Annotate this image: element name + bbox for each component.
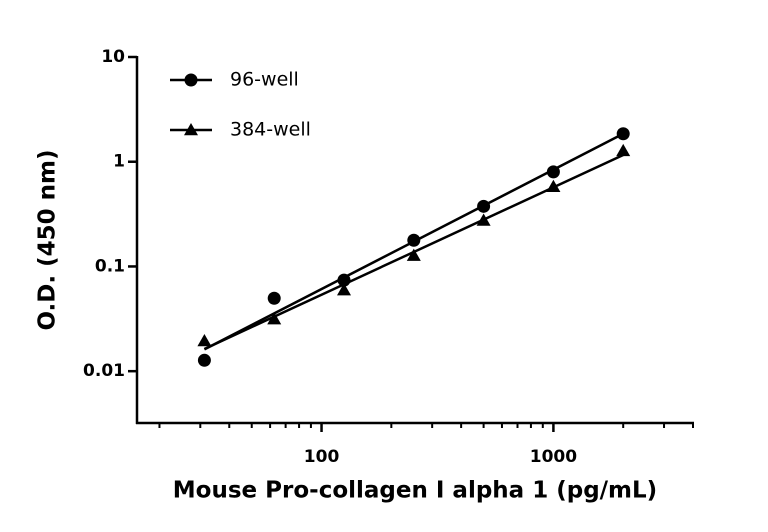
marker bbox=[407, 233, 421, 247]
marker bbox=[477, 199, 491, 213]
marker bbox=[406, 248, 421, 261]
marker bbox=[616, 143, 631, 157]
marker bbox=[546, 179, 561, 192]
y-axis-title: O.D. (450 nm) bbox=[35, 149, 61, 330]
marker bbox=[267, 312, 282, 325]
x-tick-label: 100 bbox=[304, 447, 340, 467]
y-tick-label: 0.1 bbox=[95, 256, 125, 276]
marker bbox=[197, 334, 212, 347]
x-tick-label: 1000 bbox=[530, 447, 577, 467]
legend-label: 384-well bbox=[230, 119, 311, 141]
marker bbox=[476, 213, 491, 226]
marker bbox=[197, 353, 211, 367]
marker bbox=[616, 127, 630, 141]
y-tick-label: 1 bbox=[113, 152, 125, 172]
legend-marker bbox=[184, 123, 198, 136]
marker bbox=[546, 165, 560, 179]
y-tick-label: 0.01 bbox=[83, 361, 125, 381]
marker bbox=[267, 291, 281, 305]
y-tick-label: 10 bbox=[101, 47, 125, 67]
legend-label: 96-well bbox=[230, 69, 299, 91]
x-axis-title: Mouse Pro-collagen I alpha 1 (pg/mL) bbox=[173, 478, 657, 504]
legend-marker bbox=[184, 73, 198, 87]
marker bbox=[337, 283, 352, 296]
